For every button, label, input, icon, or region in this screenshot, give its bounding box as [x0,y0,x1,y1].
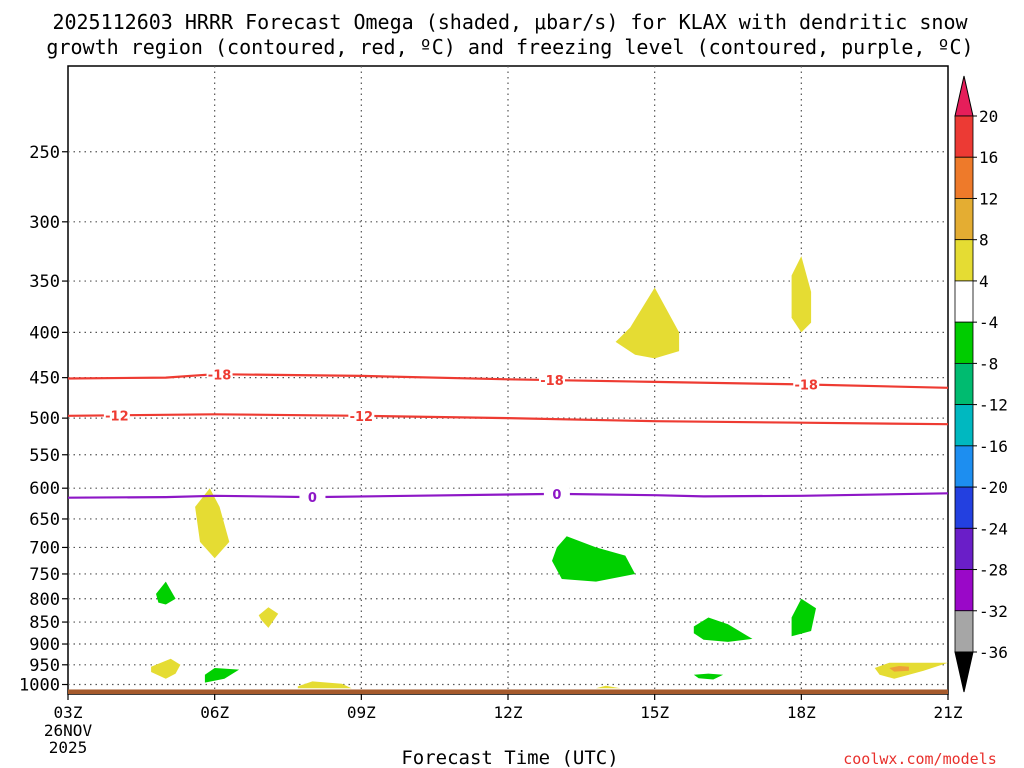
x-axis-year: 2025 [49,738,88,757]
omega-region-sinking-06z-low [204,668,240,683]
contour-label-freezing-level-1: 0 [552,488,561,503]
y-tick-label-300: 300 [29,213,60,233]
contour-label-dgz-minus12-0: -12 [105,409,129,424]
y-tick-label-450: 450 [29,369,60,389]
colorbar-label-7: -12 [979,396,1008,415]
y-tick-label-550: 550 [29,446,60,466]
y-tick-label-400: 400 [29,323,60,343]
colorbar-label-11: -28 [979,561,1008,580]
colorbar-label-0: 20 [979,107,998,126]
colorbar-label-12: -32 [979,602,1008,621]
omega-region-rising-20z-core [889,666,909,672]
omega-region-sinking-05z [156,581,176,605]
y-tick-label-1000: 1000 [19,676,60,696]
colorbar-box-9 [954,486,974,529]
colorbar-box-2 [954,198,974,241]
omega-region-rising-07z [258,607,279,628]
omega-region-rising-06z [195,488,230,559]
colorbar-label-3: 8 [979,231,989,250]
contour-label-bg-dgz-minus18-1 [539,372,565,388]
credit-link[interactable]: coolwx.com/models [843,750,997,768]
ground-surface [68,689,948,694]
contour-dgz-minus18 [67,373,949,389]
omega-region-rising-05z-low [151,658,181,679]
colorbar-box-6 [954,362,974,406]
contour-label-bg-dgz-minus12-0 [103,407,130,423]
colorbar-box-8 [954,445,974,488]
omega-region-rising-14z-surface [596,685,621,689]
contour-label-dgz-minus18-0: -18 [208,368,232,383]
y-tick-label-750: 750 [29,565,60,585]
colorbar-label-9: -20 [979,478,1008,497]
y-tick-label-650: 650 [29,510,60,530]
contour-label-bg-dgz-minus18-2 [793,376,820,392]
x-tick-label-21Z: 21Z [934,703,963,722]
colorbar-box-12 [954,610,974,653]
omega-region-rising-08z-surface [297,681,352,689]
omega-region-sinking-16z-low [693,673,724,680]
colorbar-box-0 [954,115,974,158]
omega-region-rising-15z [615,287,680,359]
y-tick-label-350: 350 [29,272,60,292]
x-tick-label-15Z: 15Z [640,703,669,722]
colorbar-label-5: -4 [979,313,998,332]
y-tick-label-250: 250 [29,143,60,163]
colorbar-box-3 [954,239,974,282]
y-tick-label-700: 700 [29,538,60,558]
y-tick-label-600: 600 [29,479,60,499]
colorbar-box-4 [954,280,974,323]
y-tick-label-850: 850 [29,613,60,633]
colorbar-label-8: -16 [979,437,1008,456]
x-tick-label-06Z: 06Z [200,703,229,722]
contour-label-bg-dgz-minus18-0 [206,366,233,382]
title-line-2: growth region (contoured, red, ºC) and f… [46,35,973,59]
y-tick-label-950: 950 [29,656,60,676]
colorbar-label-1: 16 [979,148,998,167]
colorbar-label-2: 12 [979,189,998,208]
title-line-1: 2025112603 HRRR Forecast Omega (shaded, … [52,10,968,34]
contour-label-bg-dgz-minus12-1 [348,407,375,423]
x-axis-date: 26NOV [44,721,93,740]
omega-region-sinking-18z [791,598,816,637]
colorbar-label-4: 4 [979,272,989,291]
colorbar-box-11 [954,569,974,612]
colorbar-box-1 [954,156,974,199]
x-tick-label-12Z: 12Z [494,703,523,722]
contour-label-dgz-minus12-1: -12 [350,410,374,425]
contour-label-bg-freezing-level-1 [543,485,570,501]
colorbar-label-10: -24 [979,519,1008,538]
x-tick-label-03Z: 03Z [54,703,83,722]
contour-label-dgz-minus18-2: -18 [794,379,818,394]
y-tick-label-500: 500 [29,409,60,429]
y-tick-label-800: 800 [29,590,60,610]
contour-dgz-minus12 [67,413,949,426]
colorbar-top-arrow [954,75,974,117]
contour-label-bg-freezing-level-0 [299,489,326,505]
x-axis-label: Forecast Time (UTC) [401,747,618,768]
colorbar-box-10 [954,527,974,570]
y-tick-label-900: 900 [29,635,60,655]
contour-freezing-level [67,492,949,499]
contour-label-dgz-minus18-1: -18 [540,374,564,389]
x-tick-label-18Z: 18Z [787,703,816,722]
colorbar-box-5 [954,321,974,364]
x-tick-label-09Z: 09Z [347,703,376,722]
omega-region-rising-20z [874,662,948,679]
omega-region-rising-18z [791,256,812,333]
colorbar-label-6: -8 [979,354,998,373]
colorbar-box-7 [954,404,974,447]
colorbar-label-13: -36 [979,643,1008,662]
contour-label-freezing-level-0: 0 [308,491,317,506]
colorbar-bottom-arrow [954,651,974,693]
omega-region-sinking-16z [693,617,753,642]
omega-region-sinking-13z [552,536,636,582]
